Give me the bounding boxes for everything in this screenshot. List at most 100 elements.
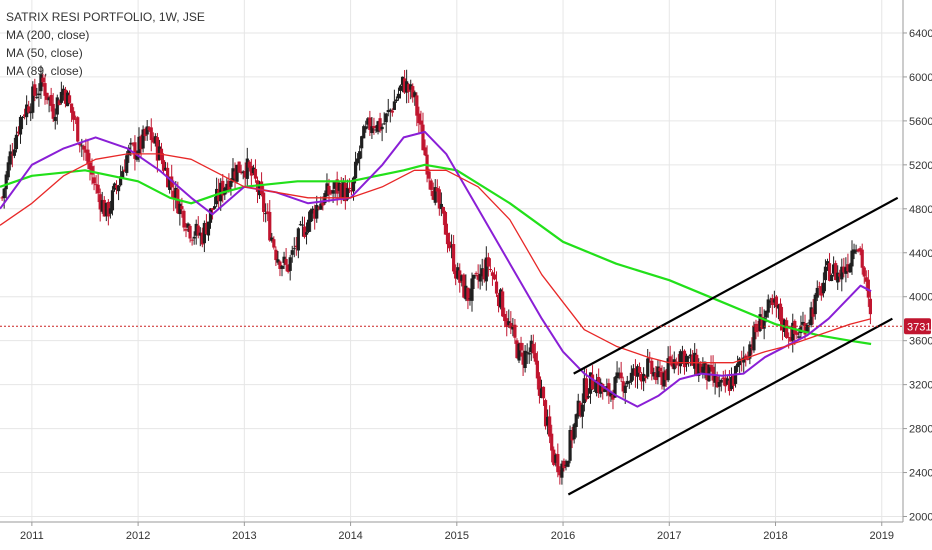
candle-body	[639, 373, 644, 382]
candle-body	[180, 206, 184, 210]
candle-body	[415, 95, 419, 116]
legend-ma200[interactable]: MA (200, close)	[6, 28, 90, 42]
candle-body	[815, 287, 819, 298]
candle-body	[501, 291, 505, 317]
candle-body	[813, 294, 817, 315]
y-axis-ticks: 2000 2400 2800 3200 3600 4000 4400 4800 5200 5600…	[903, 28, 932, 524]
candle-body	[306, 219, 311, 232]
candle-body	[190, 239, 194, 241]
candle-body	[476, 274, 480, 280]
x-tick-label: 2011	[20, 530, 44, 542]
candle-body	[834, 263, 838, 280]
candle-body	[237, 161, 241, 173]
candle-body	[29, 111, 33, 114]
candle-body	[629, 372, 633, 382]
last-price-label: 3731	[907, 321, 931, 333]
legend-ma89[interactable]: MA (89, close)	[6, 64, 83, 78]
candle-body	[49, 95, 53, 106]
candle-body	[582, 378, 586, 404]
candle-body	[353, 161, 358, 179]
candle-body	[627, 381, 631, 383]
candle-body	[456, 267, 460, 279]
candle-body	[478, 273, 482, 282]
candle-body	[458, 270, 462, 283]
candle-body	[127, 147, 131, 156]
candle-body	[744, 355, 748, 360]
candle-body	[12, 149, 16, 156]
x-tick-label: 2012	[126, 530, 150, 542]
candle-body	[460, 275, 464, 281]
candle-body	[494, 281, 499, 294]
candle-body	[184, 229, 188, 231]
candle-body	[785, 320, 789, 339]
candle-body	[343, 182, 347, 202]
candle-body	[762, 317, 766, 329]
candle-body	[827, 263, 832, 281]
candle-body	[94, 184, 98, 186]
candle-body	[396, 93, 401, 99]
candle-body	[266, 211, 270, 214]
candle-body	[239, 172, 243, 174]
candle-body	[96, 184, 100, 194]
candle-body	[149, 127, 153, 141]
candle-body	[435, 187, 439, 192]
candle-body	[574, 414, 578, 427]
candle-body	[390, 110, 394, 113]
y-tick-label: 4000	[909, 292, 932, 304]
candle-body	[61, 88, 66, 95]
candle-body	[129, 142, 133, 145]
candle-body	[419, 120, 423, 125]
candle-body	[362, 126, 366, 139]
candle-body	[850, 250, 854, 267]
candle-body	[725, 378, 729, 385]
candle-body	[529, 340, 533, 353]
last-price-tag: 3731	[904, 318, 931, 335]
candle-body	[300, 224, 305, 226]
candle-body	[227, 180, 231, 190]
candle-body	[313, 209, 317, 219]
candle-body	[280, 265, 284, 269]
candle-body	[200, 232, 204, 245]
candle-body	[721, 377, 725, 380]
candle-body	[566, 460, 570, 467]
candle-body	[114, 185, 119, 189]
candle-body	[723, 377, 727, 387]
x-tick-label: 2017	[657, 530, 681, 542]
candle-body	[546, 416, 550, 426]
candle-body	[758, 314, 762, 331]
candle-body	[764, 310, 768, 318]
candle-body	[176, 189, 180, 214]
candle-body	[556, 454, 560, 473]
candle-body	[576, 400, 580, 417]
candle-body	[417, 113, 421, 124]
candle-body	[349, 190, 354, 192]
candle-body	[386, 110, 390, 113]
legend-ma50[interactable]: MA (50, close)	[6, 46, 83, 60]
candle-body	[421, 124, 425, 151]
candle-body	[601, 383, 605, 392]
candle-body	[484, 257, 488, 282]
candle-body	[102, 199, 106, 217]
candle-body	[351, 177, 356, 192]
candle-body	[715, 376, 719, 388]
candlesticks	[0, 65, 872, 485]
candle-body	[145, 126, 149, 135]
candle-body	[364, 126, 368, 130]
candle-body	[548, 416, 552, 437]
candle-body	[615, 372, 619, 379]
candle-body	[854, 250, 858, 252]
candle-body	[139, 136, 143, 150]
candle-body	[836, 272, 840, 283]
candle-body	[525, 351, 529, 353]
candle-body	[613, 377, 617, 398]
candle-body	[192, 236, 196, 239]
candle-body	[760, 316, 764, 329]
candle-body	[513, 324, 517, 338]
candle-body	[511, 326, 515, 330]
candle-body	[633, 369, 638, 376]
last-price-box	[904, 318, 931, 335]
candle-body	[231, 168, 235, 182]
candle-body	[819, 286, 823, 296]
candle-body	[4, 174, 8, 190]
